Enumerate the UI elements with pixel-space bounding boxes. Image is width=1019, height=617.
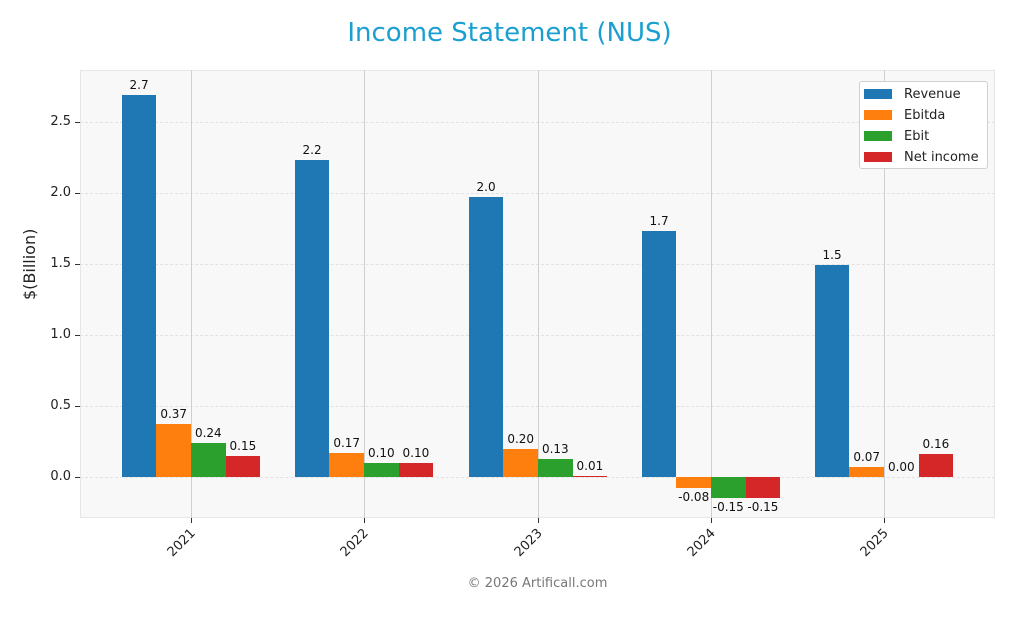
x-tick-mark — [711, 518, 712, 523]
legend-label: Ebit — [904, 128, 930, 144]
bar-ebit-2024 — [711, 477, 746, 499]
y-tick-label: 2.0 — [50, 185, 71, 200]
h-gridline — [80, 406, 995, 407]
legend-item-ebit: Ebit — [864, 126, 929, 146]
bar-value-label: 0.20 — [507, 431, 535, 446]
h-gridline — [80, 122, 995, 123]
legend-swatch-ebit — [864, 131, 892, 141]
bar-ebitda-2024 — [676, 477, 711, 489]
bar-value-label: 0.00 — [887, 460, 915, 474]
v-gridline — [191, 70, 192, 518]
chart-title: Income Statement (NUS) — [347, 18, 672, 48]
bar-net-income-2024 — [745, 477, 781, 499]
legend-label: Net income — [904, 149, 979, 165]
bar-value-label: 0.10 — [402, 445, 430, 460]
y-tick-mark — [75, 122, 80, 123]
legend-swatch-net-income — [864, 152, 892, 162]
v-gridline — [711, 70, 712, 518]
bar-ebit-2023 — [538, 458, 573, 477]
h-gridline — [80, 193, 995, 194]
y-tick-mark — [75, 193, 80, 194]
y-tick-mark — [75, 264, 80, 265]
bar-value-label: 0.13 — [541, 441, 569, 456]
legend-item-revenue: Revenue — [864, 84, 961, 104]
bar-value-label: 0.24 — [194, 425, 222, 440]
x-tick-label: 2021 — [164, 526, 199, 561]
y-tick-label: 2.5 — [50, 114, 71, 129]
bar-revenue-2021 — [121, 95, 157, 477]
bar-ebitda-2022 — [329, 452, 364, 477]
h-gridline — [80, 264, 995, 265]
bar-value-label: -0.08 — [678, 490, 710, 505]
bar-value-label: 0.15 — [229, 438, 257, 453]
y-tick-mark — [75, 335, 80, 336]
x-tick-mark — [538, 518, 539, 523]
legend-label: Revenue — [904, 86, 961, 102]
legend-swatch-ebitda — [864, 110, 892, 120]
bar-value-label: 0.10 — [367, 445, 395, 460]
x-tick-mark — [884, 518, 885, 523]
bar-value-label: 0.37 — [160, 407, 188, 422]
bar-ebitda-2025 — [849, 467, 884, 477]
legend-item-ebitda: Ebitda — [864, 105, 945, 125]
x-tick-mark — [364, 518, 365, 523]
y-tick-label: 1.5 — [50, 256, 71, 271]
bar-value-label: 0.01 — [576, 458, 604, 473]
bar-net-income-2022 — [398, 462, 434, 477]
legend-label: Ebitda — [904, 107, 946, 123]
y-tick-mark — [75, 406, 80, 407]
bar-revenue-2023 — [468, 197, 504, 477]
legend-item-net-income: Net income — [864, 147, 979, 167]
bar-value-label: 2.0 — [476, 180, 496, 195]
x-tick-label: 2022 — [337, 526, 372, 561]
v-gridline — [364, 70, 365, 518]
bar-ebitda-2023 — [503, 448, 538, 477]
copyright-footer: © 2026 Artificall.com — [467, 576, 608, 591]
bar-ebit-2022 — [364, 462, 399, 477]
x-tick-label: 2023 — [511, 526, 546, 561]
y-tick-label: 0.0 — [50, 469, 71, 484]
bar-value-label: 0.17 — [333, 435, 361, 450]
v-gridline — [884, 70, 885, 518]
y-tick-label: 1.0 — [50, 327, 71, 342]
legend: Revenue Ebitda Ebit Net income — [859, 81, 988, 169]
bar-value-label: 1.7 — [649, 214, 669, 229]
x-tick-label: 2024 — [684, 526, 719, 561]
bar-revenue-2024 — [641, 231, 677, 477]
bar-value-label: -0.15 — [747, 500, 779, 515]
bar-net-income-2021 — [225, 455, 261, 477]
y-tick-mark — [75, 477, 80, 478]
bar-value-label: -0.15 — [712, 500, 744, 515]
h-gridline — [80, 477, 995, 478]
bar-value-label: 1.5 — [822, 248, 842, 263]
x-tick-label: 2025 — [857, 526, 892, 561]
bar-net-income-2025 — [918, 454, 954, 477]
bar-ebit-2021 — [191, 442, 226, 477]
bar-value-label: 2.2 — [302, 143, 322, 158]
y-axis-label: $(Billion) — [20, 228, 39, 300]
bar-revenue-2025 — [814, 265, 850, 477]
legend-swatch-revenue — [864, 89, 892, 99]
bar-value-label: 0.07 — [853, 450, 881, 465]
x-tick-mark — [191, 518, 192, 523]
bar-revenue-2022 — [294, 160, 330, 477]
bar-value-label: 0.16 — [922, 437, 950, 452]
y-tick-label: 0.5 — [50, 398, 71, 413]
bar-value-label: 2.7 — [129, 78, 149, 93]
h-gridline — [80, 335, 995, 336]
bar-net-income-2023 — [572, 475, 608, 477]
bar-ebitda-2021 — [156, 424, 191, 477]
v-gridline — [538, 70, 539, 518]
